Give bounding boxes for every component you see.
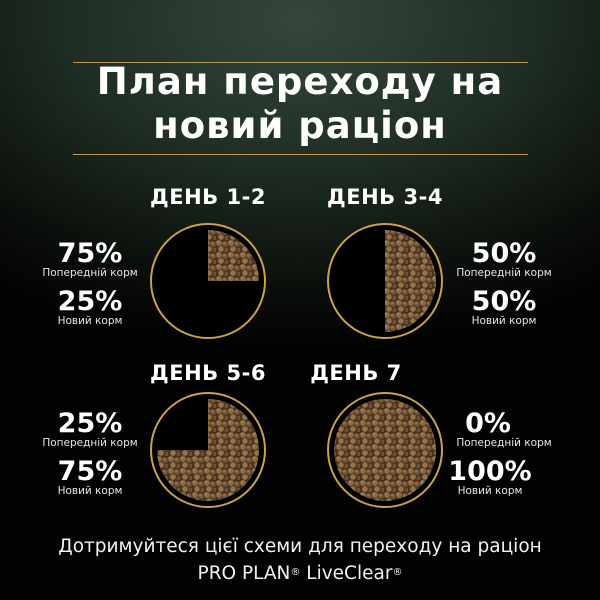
brand-liveclear: LiveClear [306,563,393,584]
title-line-2: новий раціон [153,104,447,147]
footer-instruction: Дотримуйтеся цієї схеми для переходу на … [58,536,542,557]
day-7-heading: ДЕНЬ 7 [310,361,402,385]
day-3-4-new-pct: 50% [471,286,537,317]
day-1-2-new-label: Новий корм [57,315,123,327]
title-rule-bottom [73,154,528,155]
day-1-2-previous-pct: 75% [57,238,123,269]
day-5-6-new-food-wedge [157,399,259,501]
day-5-6-heading: ДЕНЬ 5-6 [150,361,266,385]
day-5-6-previous-label: Попередній корм [42,437,138,449]
title-rule-top [73,62,528,63]
day-5-6-previous-pct: 25% [57,408,123,439]
title-line-1: План переходу на [96,60,504,103]
footer-brand: PRO PLAN® LiveClear® [0,563,600,584]
day-1-2-new-pct: 25% [57,286,123,317]
day-3-4-heading: ДЕНЬ 3-4 [327,185,443,209]
day-7-new-pct: 100% [448,456,532,487]
day-3-4-new-food-wedge [385,230,436,332]
registered-mark: ® [290,567,301,578]
day-1-2-heading: ДЕНЬ 1-2 [150,185,266,209]
day-7-new-label: Новий корм [457,485,523,497]
day-7-previous-pct: 0% [465,408,511,439]
day-3-4-previous-label: Попередній корм [456,267,552,279]
day-7-previous-label: Попередній корм [456,437,552,449]
day-5-6-new-pct: 75% [57,456,123,487]
day-1-2-new-food-wedge [208,230,259,281]
day-5-6-new-label: Новий корм [57,485,123,497]
brand-pro-plan: PRO PLAN [197,563,291,584]
registered-mark: ® [392,567,403,578]
day-3-4-new-label: Новий корм [471,315,537,327]
day-7-new-food-wedge [334,399,436,501]
day-3-4-previous-pct: 50% [471,238,537,269]
day-1-2-previous-label: Попередній корм [42,267,138,279]
